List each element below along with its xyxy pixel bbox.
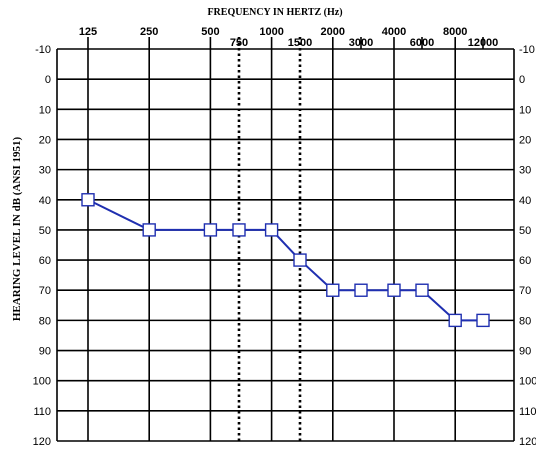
chart-title: FREQUENCY IN HERTZ (Hz) [207,7,342,18]
x-tick-label: 2000 [321,26,345,38]
y-tick-label: 100 [33,376,51,388]
y-tick-label-right: -10 [519,44,535,56]
x-tick-label: 3000 [349,37,373,49]
y-tick-label-right: 50 [519,225,531,237]
y-tick-label: 110 [33,406,51,418]
grid [56,37,515,442]
y-tick-label: 70 [39,285,51,297]
y-tick-label: 20 [39,134,51,146]
y-tick-label-right: 60 [519,255,531,267]
y-tick-label: 80 [39,315,51,327]
x-tick-label: 6000 [410,37,434,49]
data-point-marker [326,283,340,297]
x-tick-label: 12000 [468,37,499,49]
y-tick-label-right: 30 [519,165,531,177]
y-tick-label: 50 [39,225,51,237]
x-tick-label: 4000 [382,26,406,38]
data-point-marker [476,313,490,328]
data-point-marker [415,283,429,297]
y-tick-label: 10 [39,104,51,116]
x-tick-label: 8000 [443,26,467,38]
x-tick-label: 125 [79,26,97,38]
data-point-marker [293,253,307,267]
x-tick-label: 1500 [288,37,312,49]
y-tick-label: 40 [39,195,51,207]
y-tick-label-right: 20 [519,134,531,146]
y-tick-label: 90 [39,346,51,358]
data-point-marker [448,313,462,328]
y-tick-label: 60 [39,255,51,267]
x-ticks-upper: 125 250 500 1000 2000 4000 8000 [79,26,468,38]
y-ticks-right: -10 0 10 20 30 40 50 60 70 80 90 100 110 120 [519,44,536,448]
data-point-marker [81,193,95,207]
data-point-marker [232,223,246,237]
data-point-marker [264,223,279,237]
y-tick-label-right: 40 [519,195,531,207]
y-tick-label-right: 120 [519,436,536,448]
x-tick-label: 500 [201,26,219,38]
x-tick-label: 750 [230,37,248,49]
y-tick-label: 120 [33,436,51,448]
data-point-marker [387,283,401,297]
y-axis-title: HEARING LEVEL IN dB (ANSI 1951) [11,137,23,322]
y-tick-label-right: 90 [519,346,531,358]
x-ticks-lower: 750 1500 3000 6000 12000 [230,37,498,49]
y-tick-label-right: 10 [519,104,531,116]
y-tick-label-right: 80 [519,315,531,327]
y-tick-label-right: 100 [519,376,536,388]
series-group [81,193,490,328]
y-tick-label-right: 0 [519,74,525,86]
y-tick-label: 30 [39,165,51,177]
y-ticks-left: -10 0 10 20 30 40 50 60 70 80 90 100 110 120 [33,44,51,448]
data-point-marker [203,223,218,237]
y-tick-label: 0 [45,74,51,86]
y-tick-label-right: 110 [519,406,536,418]
data-point-marker [354,283,368,297]
x-tick-label: 1000 [259,26,283,38]
data-point-marker [142,223,156,237]
y-tick-label: -10 [35,44,51,56]
y-tick-label-right: 70 [519,285,531,297]
x-tick-label: 250 [140,26,158,38]
